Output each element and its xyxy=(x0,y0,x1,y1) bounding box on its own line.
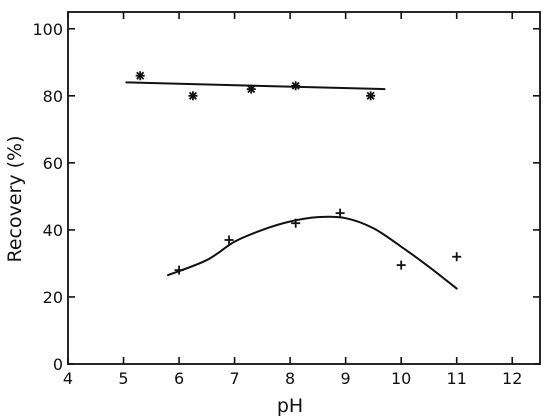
y-tick-label: 0 xyxy=(53,355,63,374)
x-tick-label: 4 xyxy=(63,369,73,388)
x-tick-label: 6 xyxy=(174,369,184,388)
x-tick-label: 12 xyxy=(502,369,522,388)
marker-stroke xyxy=(291,81,300,90)
marker-stroke xyxy=(366,91,375,100)
plus-marker xyxy=(224,235,234,245)
x-axis-title: pH xyxy=(277,395,303,417)
y-tick-label: 100 xyxy=(32,20,63,39)
y-tick-label: 20 xyxy=(43,288,63,307)
x-tick-label: 7 xyxy=(229,369,239,388)
plot-area: 4 5 6 7 8 9 10 11 12 0 20 40 60 80 100 xyxy=(32,11,541,388)
fit-line-series-1 xyxy=(125,81,386,91)
star-marker xyxy=(366,91,376,101)
plot-frame xyxy=(67,11,541,365)
star-marker xyxy=(246,84,256,94)
y-axis-title: Recovery (%) xyxy=(4,135,26,262)
star-marker xyxy=(135,71,145,81)
x-tick-label: 9 xyxy=(341,369,351,388)
x-tick-label: 11 xyxy=(447,369,467,388)
y-tick-label: 40 xyxy=(43,221,63,240)
plus-marker xyxy=(452,252,462,262)
x-tick-label: 5 xyxy=(118,369,128,388)
star-marker xyxy=(188,91,198,101)
plus-marker xyxy=(335,208,345,218)
marker-stroke xyxy=(188,91,197,100)
fit-line-series-2 xyxy=(166,215,458,290)
star-marker xyxy=(291,81,301,91)
y-tick-label: 60 xyxy=(43,154,63,173)
plus-marker xyxy=(174,265,184,275)
x-tick-label: 10 xyxy=(391,369,411,388)
y-tick-label: 80 xyxy=(43,87,63,106)
plus-marker xyxy=(396,260,406,270)
x-tick-label: 8 xyxy=(285,369,295,388)
marker-stroke xyxy=(247,85,256,94)
marker-stroke xyxy=(136,71,145,80)
plus-marker xyxy=(291,218,301,228)
